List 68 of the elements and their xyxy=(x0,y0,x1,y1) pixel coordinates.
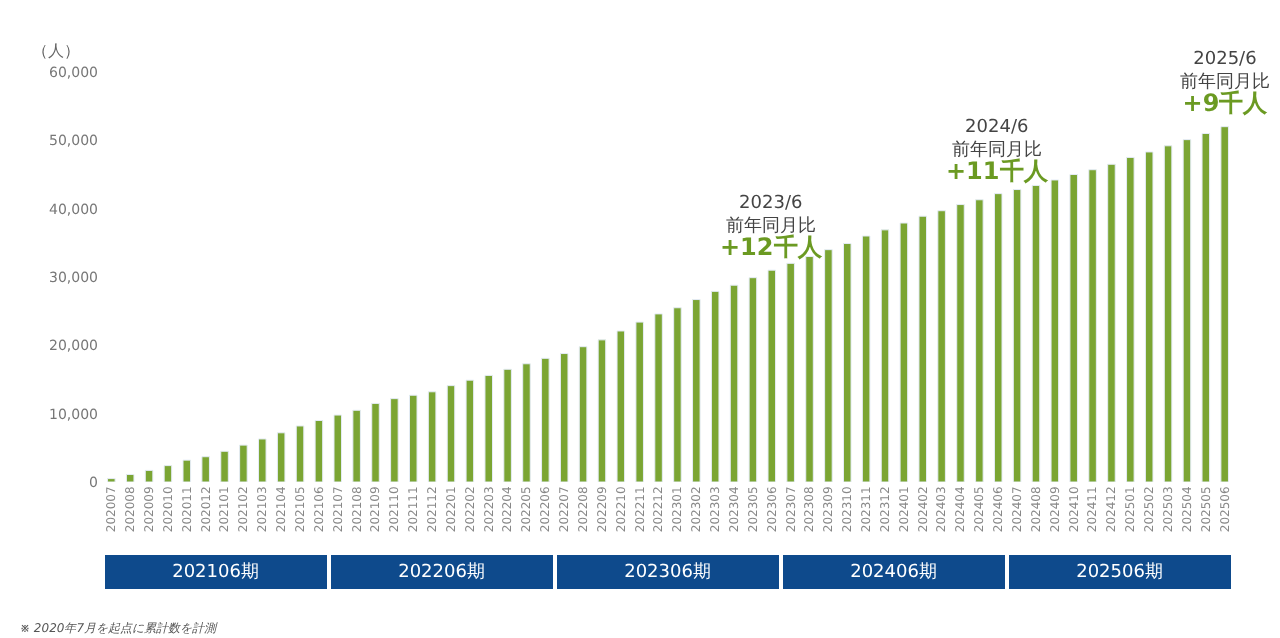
bar xyxy=(1182,139,1192,482)
text: 202406期 xyxy=(850,561,937,583)
bar xyxy=(258,438,267,482)
bar xyxy=(559,353,569,482)
text: 202306期 xyxy=(624,561,711,583)
bar xyxy=(276,432,286,482)
text: 202106期 xyxy=(172,561,259,583)
bar xyxy=(843,243,852,482)
bar xyxy=(465,379,475,482)
bar xyxy=(390,398,399,482)
bar xyxy=(1088,169,1097,482)
bar xyxy=(710,290,720,482)
bar xyxy=(899,222,909,482)
bar xyxy=(144,469,154,482)
bar xyxy=(182,459,192,482)
bar xyxy=(880,229,890,482)
bar xyxy=(1050,179,1060,482)
bar xyxy=(522,363,531,482)
bar xyxy=(427,391,437,482)
bar xyxy=(201,456,210,482)
bar xyxy=(729,284,739,482)
bar xyxy=(163,465,173,482)
bar xyxy=(597,339,607,482)
bar xyxy=(541,357,550,482)
bar xyxy=(937,210,946,482)
bar xyxy=(993,193,1003,482)
bar xyxy=(635,321,644,482)
bar xyxy=(295,425,305,482)
bar xyxy=(1163,145,1173,482)
annotation: 2023/6 前年同月比 +12千人 xyxy=(720,194,824,261)
bar xyxy=(1144,151,1154,482)
bar xyxy=(918,215,928,482)
text: 202206期 xyxy=(398,561,485,583)
bar xyxy=(1220,126,1229,482)
bar xyxy=(239,444,248,482)
bar xyxy=(861,235,871,482)
bar xyxy=(314,420,324,482)
bar xyxy=(975,199,984,482)
annotation: 2024/6 前年同月比 +11千人 xyxy=(946,118,1050,185)
bar xyxy=(578,346,588,482)
bar xyxy=(1126,156,1135,482)
bar xyxy=(220,450,229,482)
bar xyxy=(352,409,361,482)
bar xyxy=(503,368,512,482)
bar xyxy=(1069,174,1078,482)
bar xyxy=(824,249,833,482)
bar xyxy=(1031,184,1041,482)
bar xyxy=(673,307,682,482)
bar xyxy=(333,414,343,482)
bar xyxy=(1201,133,1211,482)
bar xyxy=(786,262,795,482)
bar xyxy=(805,256,814,482)
bar xyxy=(748,277,758,482)
bar xyxy=(692,299,701,482)
bar xyxy=(956,204,965,482)
bar xyxy=(1107,163,1116,482)
bar xyxy=(1012,189,1022,482)
bar xyxy=(408,394,418,482)
bar xyxy=(125,473,135,482)
annotation: 2025/6 前年同月比 +9千人 xyxy=(1180,50,1270,117)
bar xyxy=(446,385,456,482)
bar xyxy=(484,374,493,482)
bar xyxy=(654,313,663,482)
bar xyxy=(767,269,777,482)
bar xyxy=(371,402,380,482)
bar xyxy=(616,330,626,482)
text: 202506期 xyxy=(1076,561,1163,583)
y-axis-title: （人） xyxy=(32,42,80,60)
